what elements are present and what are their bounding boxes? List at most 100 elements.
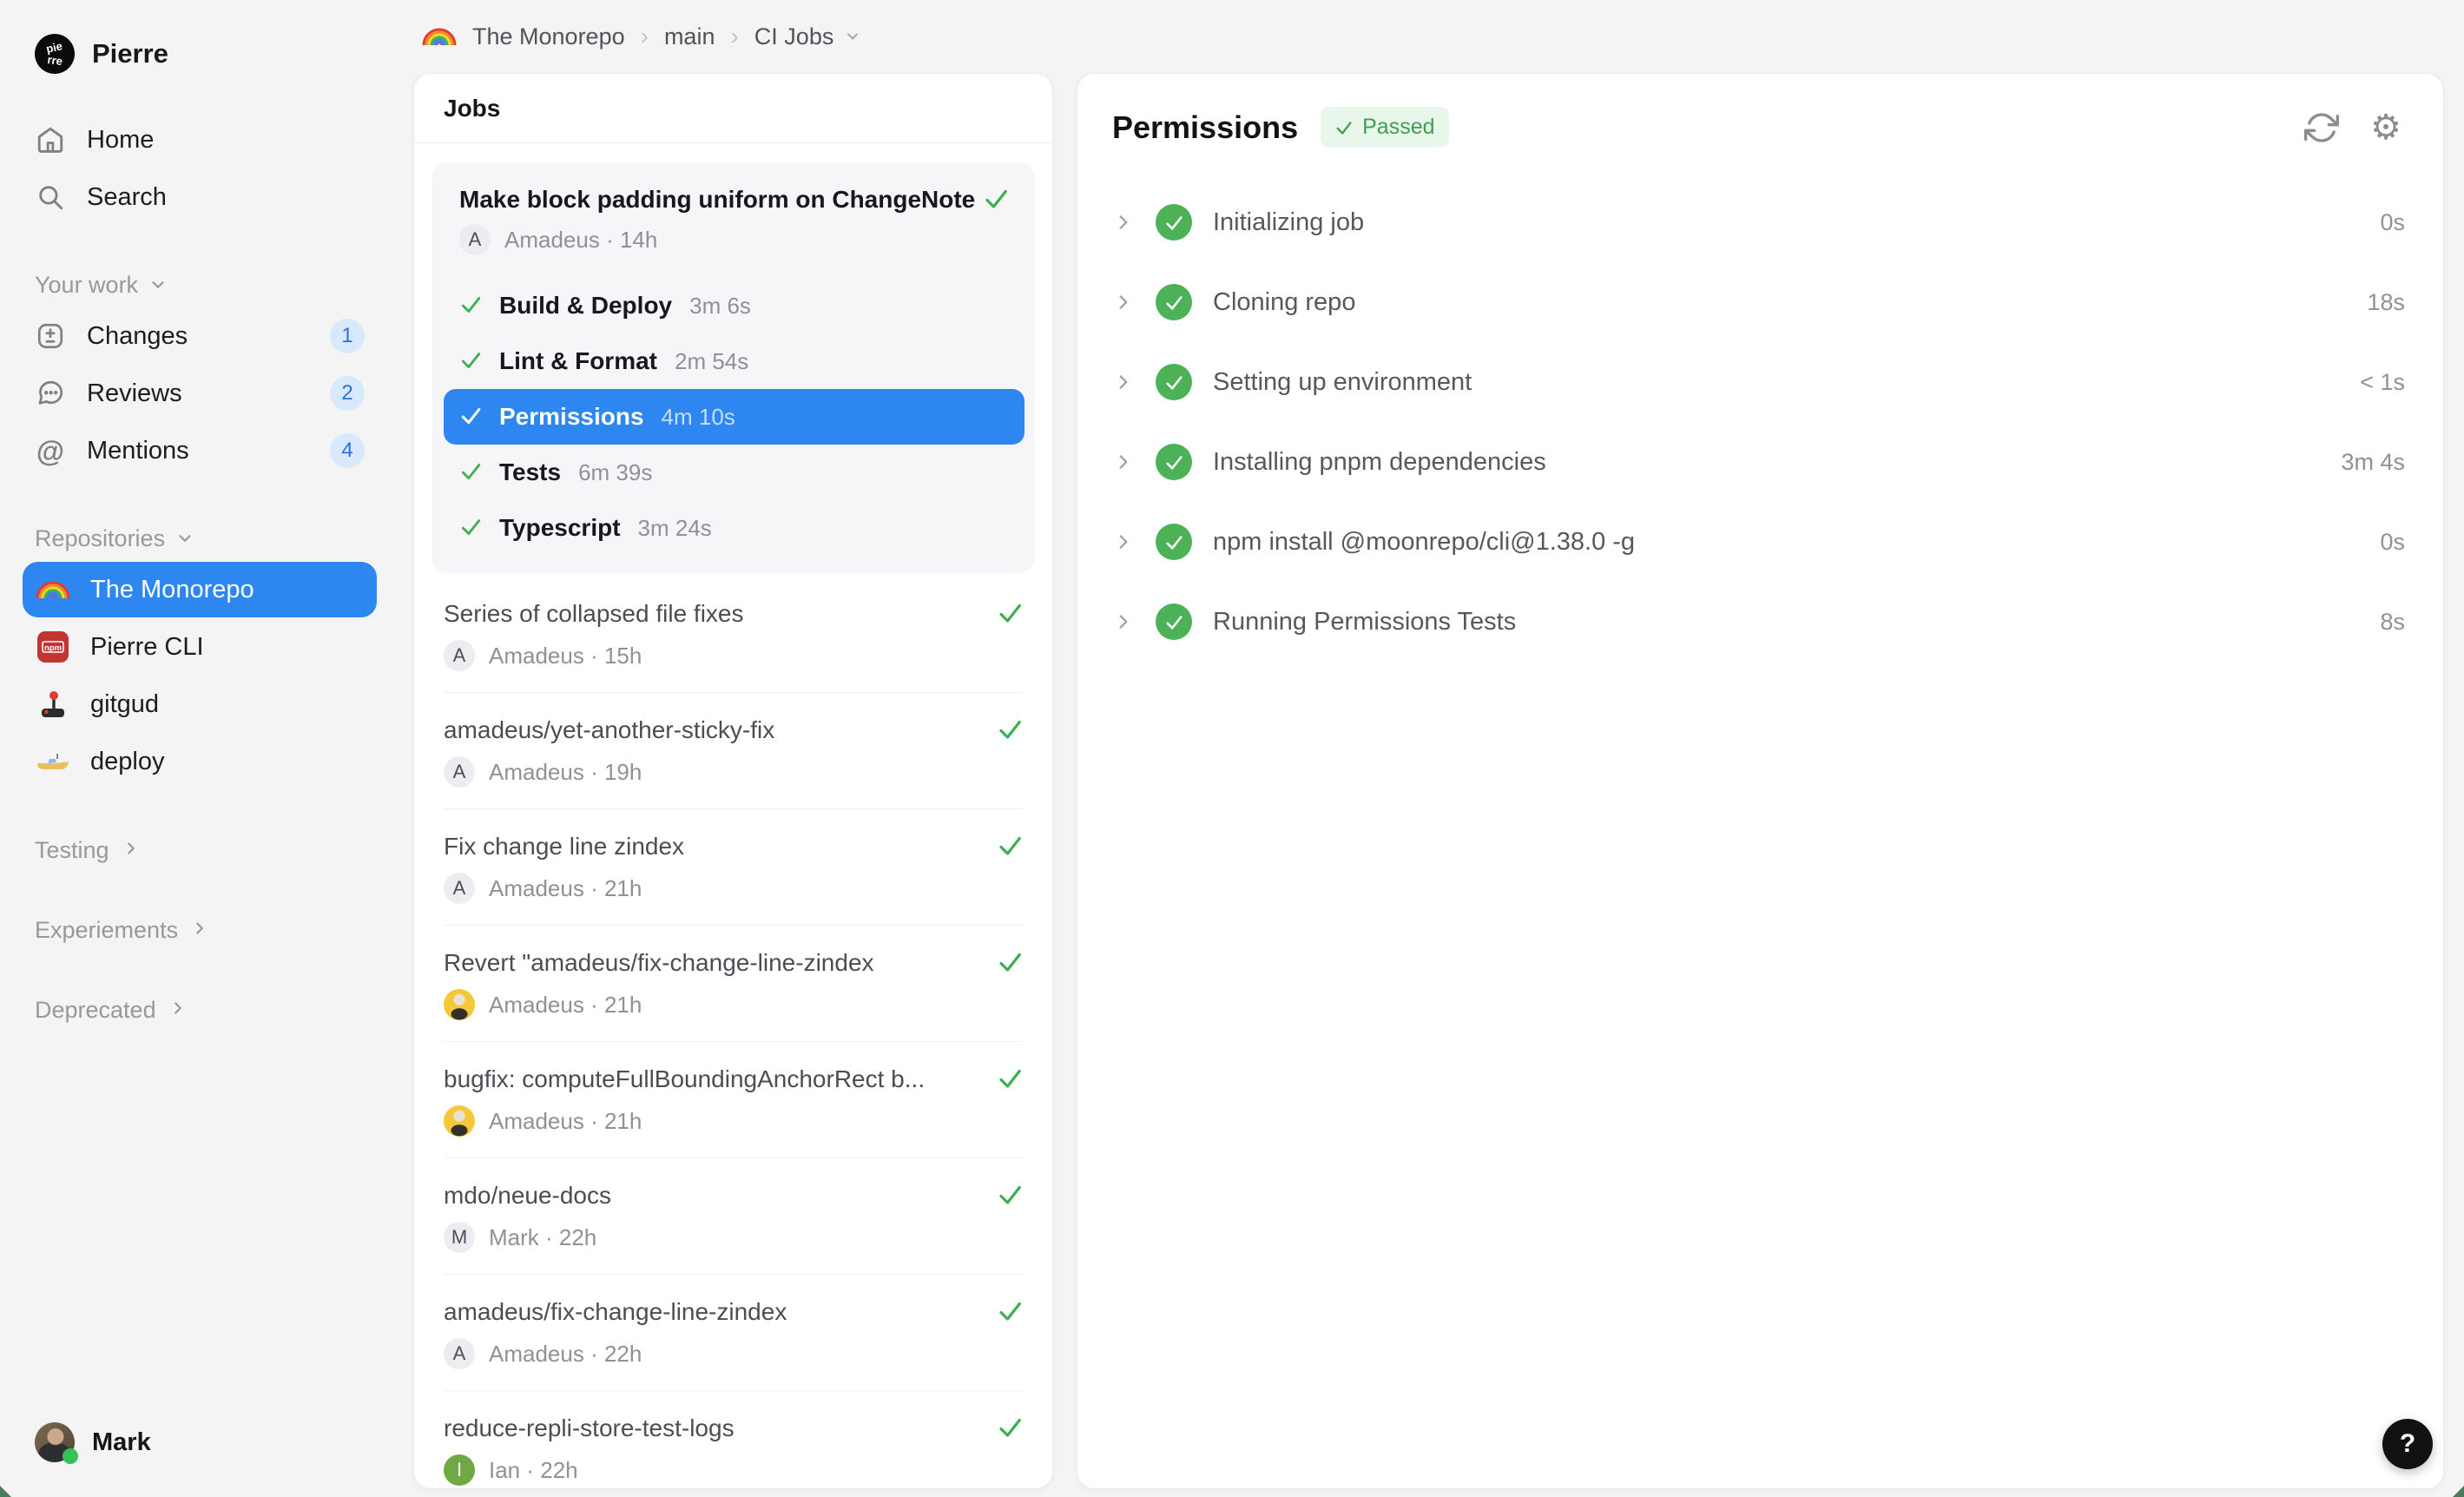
job-list-item[interactable]: mdo/neue-docs M Mark · 22h <box>444 1157 1023 1274</box>
nav-label: Reviews <box>87 379 182 407</box>
job-list-item[interactable]: Revert "amadeus/fix-change-line-zindex A… <box>444 925 1023 1041</box>
step-duration: 2m 54s <box>675 347 749 374</box>
nav-label: Mentions <box>87 436 189 465</box>
step-row-running-permissions-tests[interactable]: Running Permissions Tests 8s <box>1077 582 2443 662</box>
sidebar-repo-pierre-cli[interactable]: npm Pierre CLI <box>23 619 377 675</box>
passed-check-icon <box>459 515 482 542</box>
job-list-item[interactable]: amadeus/fix-change-line-zindex A Amadeus… <box>444 1274 1023 1390</box>
sidebar-section-deprecated[interactable]: Deprecated <box>35 990 365 1030</box>
step-duration: 3m 24s <box>637 514 712 541</box>
job-step-typescript[interactable]: Typescript 3m 24s <box>444 500 1024 556</box>
repo-label: Pierre CLI <box>90 632 204 661</box>
sidebar-item-reviews[interactable]: Reviews 2 <box>35 365 365 422</box>
job-list-item[interactable]: bugfix: computeFullBoundingAnchorRect b.… <box>444 1041 1023 1157</box>
sidebar-item-home[interactable]: Home <box>35 111 365 168</box>
job-title: reduce-repli-store-test-logs <box>444 1415 735 1441</box>
chevron-right-icon[interactable] <box>1112 371 1135 393</box>
sidebar-item-search[interactable]: Search <box>35 168 365 226</box>
mentions-count-badge: 4 <box>330 433 365 468</box>
job-list-item[interactable]: amadeus/yet-another-sticky-fix A Amadeus… <box>444 692 1023 808</box>
user-menu[interactable]: Mark <box>35 1422 365 1464</box>
avatar <box>444 989 475 1020</box>
chevron-right-icon[interactable] <box>1112 451 1135 473</box>
refresh-icon[interactable] <box>2303 109 2341 147</box>
sidebar-item-mentions[interactable]: @ Mentions 4 <box>35 422 365 479</box>
nav-label: Home <box>87 125 155 154</box>
step-row-cloning-repo[interactable]: Cloning repo 18s <box>1077 262 2443 342</box>
job-meta: Amadeus · 19h <box>489 758 642 785</box>
section-your-work[interactable]: Your work <box>35 262 365 307</box>
job-list-item[interactable]: reduce-repli-store-test-logs I Ian · 22h <box>444 1390 1023 1488</box>
job-step-build-deploy[interactable]: Build & Deploy 3m 6s <box>444 278 1024 333</box>
step-row-setting-up-environment[interactable]: Setting up environment < 1s <box>1077 342 2443 422</box>
job-title: amadeus/fix-change-line-zindex <box>444 1298 787 1325</box>
app-logo[interactable]: pie rre Pierre <box>35 31 365 76</box>
jobs-panel: Jobs Make block padding uniform on Chang… <box>413 73 1053 1489</box>
breadcrumb-page[interactable]: CI Jobs <box>754 23 834 49</box>
job-list-item[interactable]: Fix change line zindex A Amadeus · 21h <box>444 808 1023 925</box>
gear-icon[interactable]: ⚙ <box>2370 108 2401 147</box>
active-job-card[interactable]: Make block padding uniform on ChangeNote… <box>432 162 1035 573</box>
step-row-initializing-job[interactable]: Initializing job 0s <box>1077 182 2443 262</box>
chevron-down-icon <box>175 529 194 548</box>
step-name: Permissions <box>499 403 644 430</box>
success-circle-check-icon <box>1156 603 1192 640</box>
chevron-down-icon[interactable] <box>844 28 861 45</box>
sidebar-section-experiements[interactable]: Experiements <box>35 910 365 950</box>
avatar: A <box>459 224 491 255</box>
changes-count-badge: 1 <box>330 319 365 353</box>
step-row-npm-install-moonrepo-cli[interactable]: npm install @moonrepo/cli@1.38.0 -g 0s <box>1077 502 2443 582</box>
sidebar-item-changes[interactable]: Changes 1 <box>35 307 365 365</box>
step-name: Initializing job <box>1213 208 1365 236</box>
job-steps-list: Initializing job 0s Cloning repo 18s Set… <box>1077 182 2443 662</box>
step-duration: 4m 10s <box>661 403 735 430</box>
job-step-tests[interactable]: Tests 6m 39s <box>444 445 1024 500</box>
chevron-right-icon[interactable] <box>1112 531 1135 553</box>
avatar: A <box>444 873 475 904</box>
job-title: amadeus/yet-another-sticky-fix <box>444 716 775 743</box>
chevron-right-icon[interactable] <box>1112 291 1135 313</box>
sidebar-repo-the-monorepo[interactable]: The Monorepo <box>23 562 377 617</box>
job-step-permissions-selected[interactable]: Permissions 4m 10s <box>444 389 1024 445</box>
job-detail-panel: Permissions Passed ⚙ Initializing job 0s <box>1077 73 2444 1489</box>
job-list-item[interactable]: Series of collapsed file fixes A Amadeus… <box>444 573 1023 692</box>
app-title: Pierre <box>92 38 168 69</box>
sidebar-section-testing[interactable]: Testing <box>35 830 365 870</box>
avatar: A <box>444 1338 475 1369</box>
step-row-installing-pnpm-dependencies[interactable]: Installing pnpm dependencies 3m 4s <box>1077 422 2443 502</box>
breadcrumb-branch[interactable]: main <box>663 23 715 49</box>
success-circle-check-icon <box>1156 364 1192 400</box>
step-name: Installing pnpm dependencies <box>1213 447 1546 476</box>
search-icon <box>35 181 66 213</box>
status-badge-label: Passed <box>1362 115 1435 139</box>
jobs-list: Make block padding uniform on ChangeNote… <box>414 143 1052 1488</box>
step-name: Running Permissions Tests <box>1213 607 1517 636</box>
chevron-right-icon[interactable] <box>1112 610 1135 633</box>
job-step-lint-format[interactable]: Lint & Format 2m 54s <box>444 333 1024 389</box>
repo-label: The Monorepo <box>90 575 254 603</box>
job-title: mdo/neue-docs <box>444 1182 612 1209</box>
repo-label: deploy <box>90 747 165 775</box>
step-duration: 8s <box>2380 608 2405 635</box>
chevron-down-icon <box>148 275 168 294</box>
corner-resize-handle <box>0 1486 11 1497</box>
status-badge: Passed <box>1321 107 1449 148</box>
joystick-icon <box>35 686 71 722</box>
sidebar-repo-deploy[interactable]: deploy <box>23 734 377 789</box>
passed-check-icon <box>997 1297 1023 1328</box>
job-title: bugfix: computeFullBoundingAnchorRect b.… <box>444 1065 926 1092</box>
success-circle-check-icon <box>1156 204 1192 241</box>
section-repositories[interactable]: Repositories <box>35 516 365 561</box>
job-meta: Mark · 22h <box>489 1223 597 1250</box>
job-meta: Amadeus · 14h <box>504 226 658 253</box>
step-name: Lint & Format <box>499 347 657 374</box>
chevron-right-icon[interactable] <box>1112 211 1135 234</box>
step-name: Setting up environment <box>1213 367 1472 396</box>
side-link-label: Deprecated <box>35 996 156 1023</box>
job-meta: Amadeus · 22h <box>489 1340 642 1367</box>
breadcrumb-repo[interactable]: The Monorepo <box>472 23 625 49</box>
help-button[interactable]: ? <box>2382 1419 2433 1469</box>
passed-check-icon <box>997 948 1023 979</box>
sidebar-repo-gitgud[interactable]: gitgud <box>23 676 377 732</box>
pierre-logo-icon: pie rre <box>35 34 75 74</box>
